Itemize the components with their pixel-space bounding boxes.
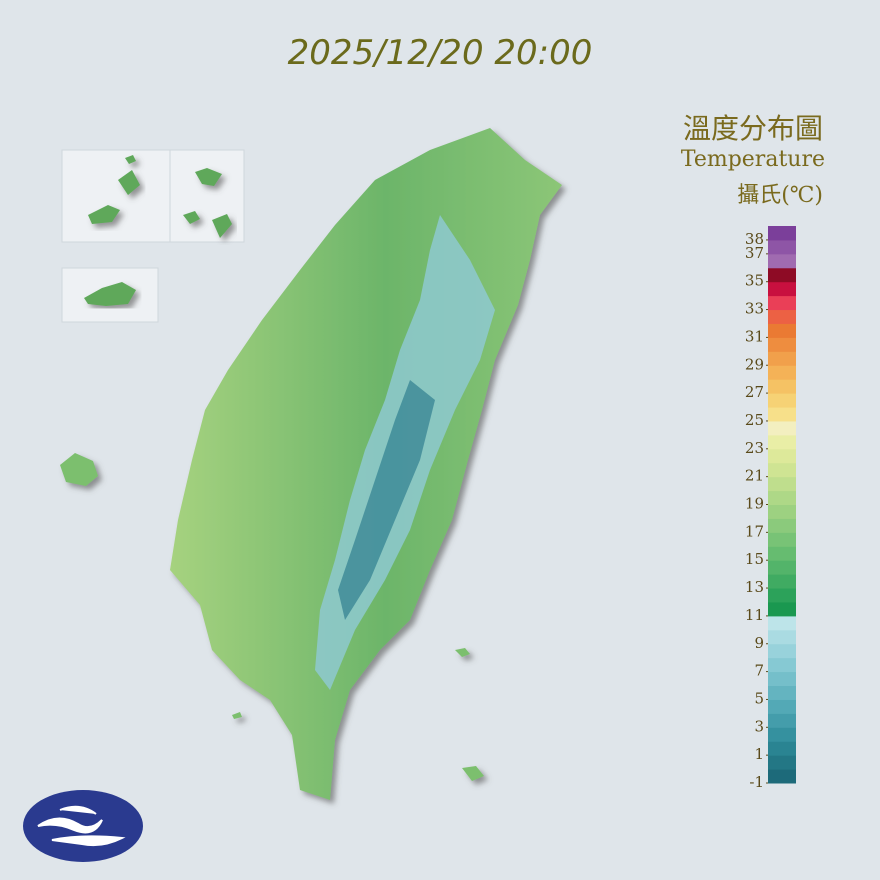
color-cell bbox=[768, 323, 796, 338]
color-cell bbox=[768, 253, 796, 269]
color-cell bbox=[768, 560, 796, 575]
color-cell bbox=[768, 741, 796, 756]
color-cell bbox=[768, 769, 796, 784]
color-cell bbox=[768, 685, 796, 700]
color-cell bbox=[768, 755, 796, 770]
color-cell bbox=[768, 504, 796, 519]
tick-label: 25 bbox=[745, 411, 764, 429]
islands bbox=[60, 453, 484, 781]
tick-label: 9 bbox=[754, 634, 764, 652]
tick-label: 1 bbox=[754, 745, 764, 763]
tick-label: 15 bbox=[745, 550, 764, 568]
tick-label: 33 bbox=[745, 300, 764, 318]
color-cell bbox=[768, 727, 796, 742]
color-cell bbox=[768, 532, 796, 547]
timestamp: 2025/12/20 20:00 bbox=[288, 33, 593, 73]
insets bbox=[61, 149, 245, 323]
color-cell bbox=[768, 295, 796, 311]
tick-label: 29 bbox=[745, 355, 764, 373]
color-cell bbox=[768, 407, 796, 422]
tick-label: 11 bbox=[745, 606, 764, 624]
color-cell bbox=[768, 379, 796, 394]
color-cell bbox=[768, 434, 796, 450]
logo bbox=[23, 790, 143, 862]
tick-label: 38 bbox=[745, 230, 764, 248]
color-cell bbox=[768, 226, 796, 241]
tick-label: 19 bbox=[745, 495, 764, 513]
color-cell bbox=[768, 337, 796, 352]
tick-label: 3 bbox=[754, 717, 764, 735]
color-cell bbox=[768, 281, 796, 297]
tick-label: 35 bbox=[745, 272, 764, 290]
color-cell bbox=[768, 615, 796, 631]
color-cell bbox=[768, 365, 796, 380]
color-cell bbox=[768, 518, 796, 533]
color-cell bbox=[768, 309, 796, 324]
tick-label: -1 bbox=[749, 773, 764, 791]
tick-label: 23 bbox=[745, 439, 764, 457]
color-cell bbox=[768, 588, 796, 603]
color-cell bbox=[768, 657, 796, 673]
color-cell bbox=[768, 629, 796, 645]
color-cell bbox=[768, 420, 796, 436]
legend-unit: 攝氏(℃) bbox=[737, 183, 823, 208]
color-cell bbox=[768, 393, 796, 408]
tick-label: 13 bbox=[745, 578, 764, 596]
tick-label: 37 bbox=[745, 244, 764, 262]
tick-label: 27 bbox=[745, 383, 764, 401]
color-cell bbox=[768, 574, 796, 589]
legend-subtitle: Temperature bbox=[681, 147, 825, 172]
color-cell bbox=[768, 462, 796, 478]
tick-label: 17 bbox=[745, 522, 764, 540]
color-cell bbox=[768, 351, 796, 366]
legend-title: 溫度分布圖 bbox=[683, 112, 823, 145]
color-cell bbox=[768, 699, 796, 714]
tick-label: 7 bbox=[754, 662, 764, 680]
color-cell bbox=[768, 490, 796, 505]
tick-label: 5 bbox=[754, 689, 764, 707]
color-cell bbox=[768, 546, 796, 561]
color-cell bbox=[768, 643, 796, 659]
tick-label: 21 bbox=[745, 467, 764, 485]
tick-label: 31 bbox=[745, 327, 764, 345]
color-cell bbox=[768, 448, 796, 464]
color-cell bbox=[768, 239, 796, 255]
color-cell bbox=[768, 267, 796, 283]
color-cell bbox=[768, 476, 796, 492]
color-cell bbox=[768, 713, 796, 728]
color-cell bbox=[768, 671, 796, 687]
color-cell bbox=[768, 601, 796, 617]
taiwan bbox=[170, 128, 562, 800]
